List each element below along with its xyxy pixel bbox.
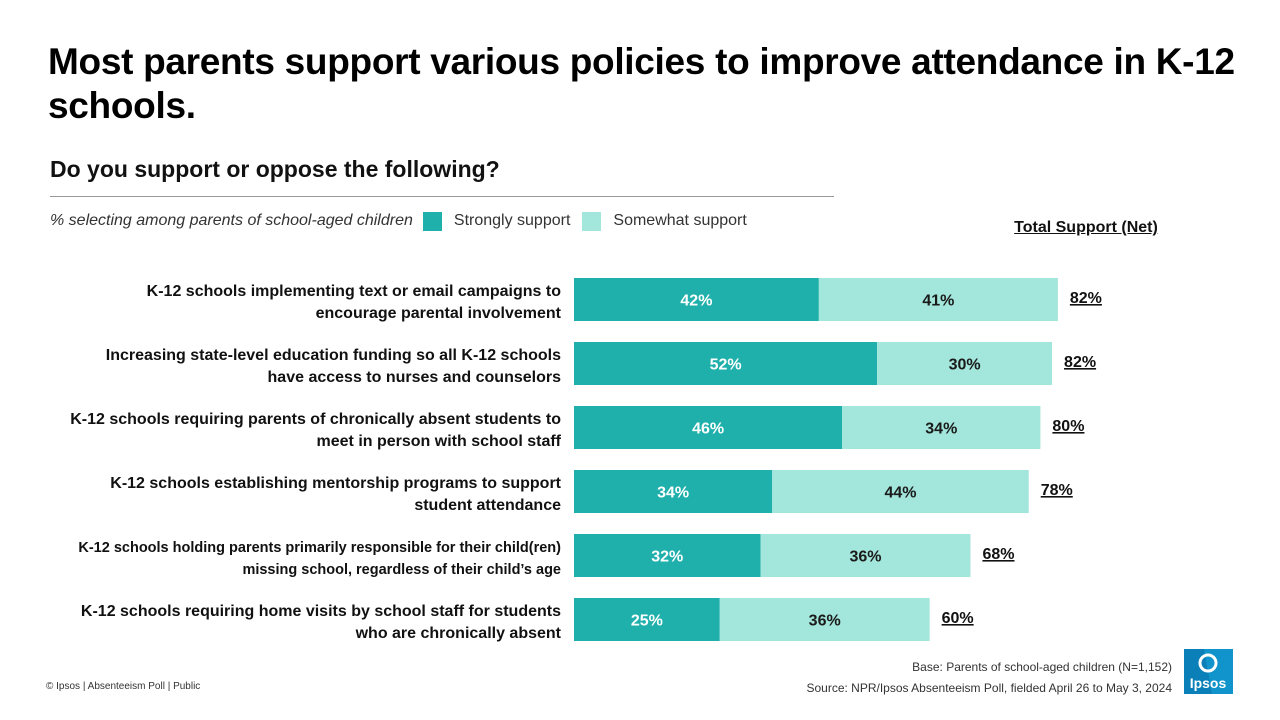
legend-item-somewhat: Somewhat support [582,211,747,231]
total-label: 68% [982,546,1014,563]
total-label: 80% [1052,418,1084,435]
bar-somewhat-support [772,470,1029,513]
category-label: Increasing state-level education funding… [105,347,561,386]
data-label: 42% [680,293,712,310]
data-label: 25% [631,613,663,630]
data-label: 30% [949,357,981,374]
total-label: 82% [1070,290,1102,307]
legend-swatch-somewhat [582,211,602,231]
chart-question: Do you support or oppose the following? [50,156,500,182]
total-label: 60% [942,610,974,627]
bar-strongly-support [574,278,819,321]
data-label: 36% [809,613,841,630]
legend-label-somewhat: Somewhat support [613,212,747,229]
data-label: 32% [651,549,683,566]
legend-label-strongly: Strongly support [453,212,571,229]
data-label: 34% [657,485,689,502]
ipsos-logo: Ipsos [1184,649,1233,694]
bar-strongly-support [574,470,773,513]
total-label: 78% [1041,482,1073,499]
legend-item-strongly: Strongly support [422,211,571,231]
category-label: K-12 schools holding parents primarily r… [78,540,561,578]
category-label: K-12 schools establishing mentorship pro… [110,475,561,514]
data-label: 36% [849,549,881,566]
category-label: K-12 schools requiring parents of chroni… [70,411,561,450]
bar-somewhat-support [877,342,1053,385]
bar-somewhat-support [818,278,1058,321]
page-title: Most parents support various policies to… [48,41,1235,126]
bar-strongly-support [574,342,878,385]
bar-strongly-support [574,406,843,449]
data-label: 46% [692,421,724,438]
legend-note: % selecting among parents of school-aged… [50,212,413,229]
bar-strongly-support [574,598,720,641]
legend: % selecting among parents of school-aged… [50,209,755,233]
data-label: 52% [710,357,742,374]
category-label: K-12 schools requiring home visits by sc… [80,603,561,642]
category-label: K-12 schools implementing text or email … [146,283,561,322]
bar-strongly-support [574,534,761,577]
footer-source: Source: NPR/Ipsos Absenteeism Poll, fiel… [806,681,1172,695]
total-support-header: Total Support (Net) [1014,219,1158,236]
bar-somewhat-support [760,534,971,577]
divider [50,196,834,197]
total-label: 82% [1064,354,1096,371]
bar-somewhat-support [842,406,1041,449]
data-label: 41% [922,293,954,310]
footer-base: Base: Parents of school-aged children (N… [912,660,1172,674]
svg-text:Ipsos: Ipsos [1190,675,1227,691]
bar-somewhat-support [719,598,930,641]
data-label: 44% [884,485,916,502]
footer-copyright: © Ipsos | Absenteeism Poll | Public [46,681,201,692]
legend-swatch-strongly [422,211,442,231]
data-label: 34% [925,421,957,438]
